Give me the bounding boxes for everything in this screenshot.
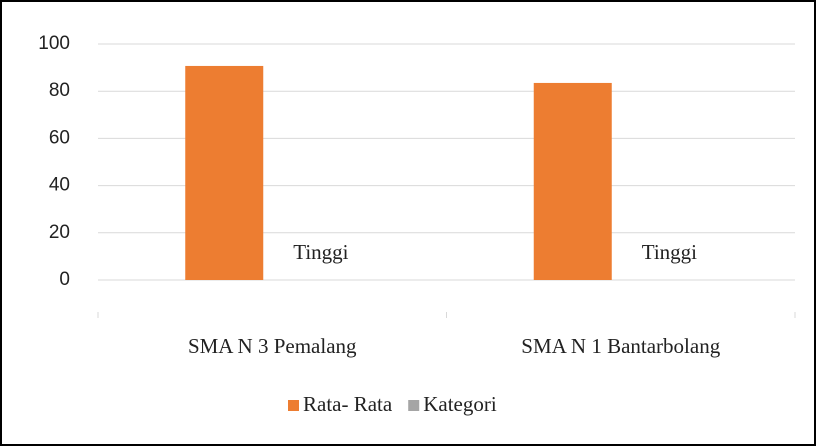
legend-swatch: [408, 400, 420, 411]
data-label: Tinggi: [642, 240, 697, 264]
data-label: Tinggi: [293, 240, 348, 264]
y-tick-label: 20: [49, 222, 70, 243]
bar: [185, 65, 264, 280]
y-tick-label: 0: [59, 269, 70, 290]
y-tick-label: 60: [49, 127, 70, 148]
x-tick-label: SMA N 3 Pemalang: [188, 334, 357, 358]
bar: [533, 82, 612, 280]
legend-label: Rata- Rata: [303, 392, 393, 416]
legend-label: Kategori: [423, 392, 497, 416]
y-tick-label: 100: [38, 33, 70, 54]
legend-swatch: [288, 400, 299, 411]
x-tick-label: SMA N 1 Bantarbolang: [521, 334, 720, 358]
y-tick-label: 40: [49, 175, 70, 196]
y-tick-label: 80: [49, 80, 70, 101]
